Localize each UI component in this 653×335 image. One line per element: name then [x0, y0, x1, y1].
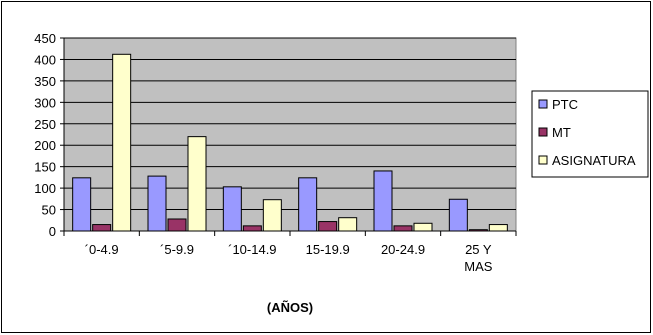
y-tick-labels: 0 50 100 150 200 250 300 350 400 450: [34, 31, 56, 239]
x-tick-label: MAS: [464, 259, 493, 274]
bar-mt-1: [167, 218, 187, 232]
y-tick-label: 150: [34, 160, 56, 175]
gridlines: [64, 37, 516, 211]
bar-asignatura-5: [488, 224, 508, 232]
x-tick-label: 25 Y: [465, 242, 492, 257]
bar-asignatura-0: [112, 53, 132, 232]
y-tick-label: 100: [34, 181, 56, 196]
legend-swatch-ptc: [538, 99, 548, 109]
legend-swatch-asignatura: [538, 155, 548, 165]
x-tick-label: 20-24.9: [381, 242, 425, 257]
y-tick-label: 350: [34, 74, 56, 89]
x-axis-title: (AÑOS): [267, 300, 313, 315]
bar-asignatura-3: [338, 217, 358, 232]
plot-area: [63, 37, 517, 232]
x-tick-label: 15-19.9: [306, 242, 350, 257]
legend-label-mt: MT: [552, 125, 571, 140]
bar-ptc-5: [448, 198, 468, 232]
bar-asignatura-4: [413, 222, 433, 232]
legend-label-ptc: PTC: [552, 97, 578, 112]
y-tick-label: 50: [42, 203, 56, 218]
bar-asignatura-2: [262, 199, 282, 232]
bar-ptc-0: [72, 177, 92, 232]
y-tick-label: 400: [34, 52, 56, 67]
x-tick-label: ´0-4.9: [85, 242, 119, 257]
x-tick-label: ´10-14.9: [228, 242, 276, 257]
legend-label-asignatura: ASIGNATURA: [552, 153, 636, 168]
x-tick-label: ´5-9.9: [160, 242, 194, 257]
legend: PTC MT ASIGNATURA: [531, 90, 649, 178]
y-tick-label: 250: [34, 117, 56, 132]
bar-mt-3: [318, 221, 338, 232]
bar-ptc-4: [373, 170, 393, 232]
bars: [72, 53, 508, 232]
y-tick-label: 450: [34, 31, 56, 46]
x-tick-labels: ´0-4.9 ´5-9.9 ´10-14.9 15-19.9 20-24.9 25 Y MA…: [85, 242, 493, 274]
bar-ptc-3: [298, 177, 318, 232]
legend-swatch-mt: [538, 127, 548, 137]
bar-mt-0: [92, 224, 112, 232]
legend-box: [531, 90, 649, 178]
bar-ptc-2: [222, 186, 242, 232]
y-tick-label: 200: [34, 138, 56, 153]
axes: [60, 37, 517, 236]
bar-ptc-1: [147, 175, 167, 232]
bar-mt-4: [393, 225, 413, 232]
bar-mt-2: [242, 225, 262, 232]
y-tick-label: 300: [34, 95, 56, 110]
y-tick-label: 0: [49, 224, 56, 239]
bar-asignatura-1: [187, 136, 207, 232]
